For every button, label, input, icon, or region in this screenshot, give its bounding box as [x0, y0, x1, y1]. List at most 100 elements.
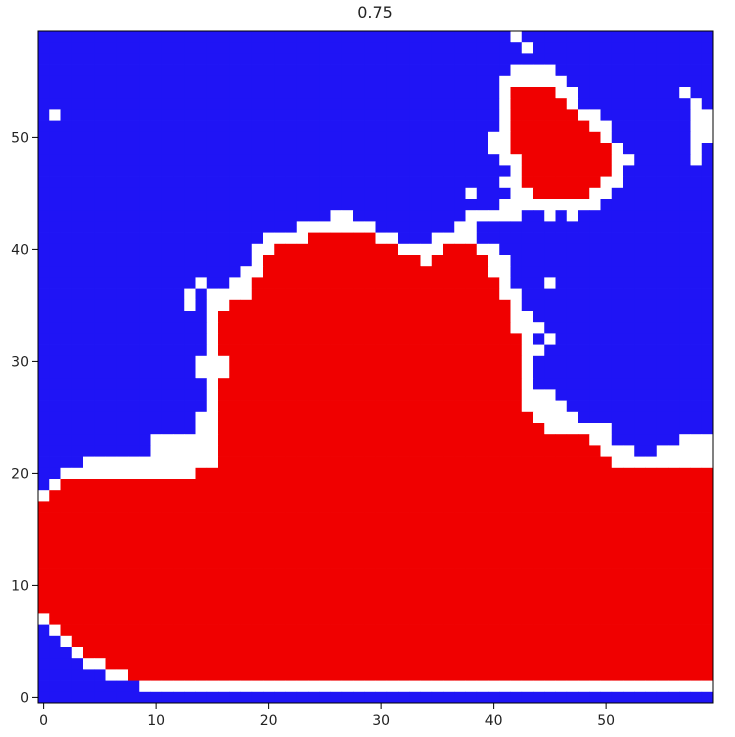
- heatmap-cell: [94, 131, 106, 144]
- heatmap-cell: [521, 579, 534, 592]
- heatmap-cell: [38, 232, 50, 245]
- heatmap-cell: [319, 568, 331, 581]
- heatmap-cell: [49, 53, 61, 65]
- heatmap-cell: [555, 512, 568, 525]
- heatmap-cell: [296, 535, 309, 547]
- heatmap-cell: [206, 109, 219, 121]
- heatmap-cell: [240, 75, 253, 88]
- heatmap-cell: [420, 75, 433, 88]
- heatmap-cell: [319, 154, 331, 166]
- heatmap-cell: [330, 344, 343, 357]
- heatmap-cell: [94, 501, 106, 513]
- heatmap-cell: [195, 557, 208, 569]
- heatmap-cell: [431, 512, 444, 525]
- heatmap-cell: [330, 411, 343, 424]
- heatmap-cell: [420, 467, 433, 480]
- heatmap-cell: [521, 501, 534, 513]
- heatmap-cell: [521, 288, 534, 301]
- heatmap-cell: [94, 266, 106, 278]
- heatmap-cell: [499, 31, 511, 43]
- heatmap-cell: [454, 355, 466, 368]
- heatmap-cell: [49, 288, 61, 301]
- heatmap-cell: [229, 591, 241, 603]
- heatmap-cell: [38, 87, 50, 99]
- heatmap-cell: [589, 187, 601, 200]
- heatmap-cell: [319, 109, 331, 121]
- heatmap-cell: [263, 266, 275, 278]
- x-tick-label: 30: [372, 713, 390, 729]
- heatmap-cell: [420, 210, 433, 222]
- y-tick-label: 40: [11, 242, 29, 258]
- heatmap-cell: [173, 434, 185, 446]
- heatmap-cell: [386, 266, 399, 278]
- heatmap-cell: [578, 75, 590, 88]
- heatmap-cell: [38, 501, 50, 513]
- heatmap-cell: [668, 624, 680, 637]
- heatmap-cell: [364, 658, 376, 670]
- heatmap-cell: [409, 165, 421, 177]
- heatmap-cell: [544, 557, 556, 569]
- heatmap-cell: [566, 255, 579, 267]
- heatmap-cell: [476, 255, 489, 267]
- heatmap-cell: [173, 42, 185, 54]
- heatmap-cell: [499, 143, 511, 155]
- heatmap-cell: [533, 53, 545, 65]
- heatmap-cell: [701, 87, 714, 99]
- heatmap-cell: [521, 42, 534, 54]
- heatmap-cell: [285, 411, 298, 424]
- heatmap-cell: [409, 411, 421, 424]
- heatmap-cell: [83, 367, 95, 379]
- heatmap-cell: [578, 322, 590, 334]
- heatmap-cell: [161, 176, 174, 189]
- heatmap-cell: [454, 423, 466, 435]
- heatmap-cell: [555, 624, 568, 637]
- heatmap-cell: [521, 647, 534, 659]
- heatmap-cell: [398, 557, 410, 569]
- heatmap-cell: [656, 591, 669, 603]
- heatmap-cell: [634, 647, 646, 659]
- heatmap-cell: [150, 523, 163, 536]
- heatmap-cell: [454, 411, 466, 424]
- heatmap-cell: [105, 423, 118, 435]
- heatmap-cell: [161, 523, 174, 536]
- heatmap-cell: [206, 210, 219, 222]
- heatmap-cell: [645, 602, 658, 614]
- heatmap-cell: [544, 680, 556, 693]
- heatmap-cell: [195, 64, 208, 77]
- heatmap-cell: [679, 535, 691, 547]
- heatmap-cell: [330, 512, 343, 525]
- heatmap-cell: [701, 411, 714, 424]
- heatmap-cell: [341, 579, 354, 592]
- heatmap-cell: [589, 501, 601, 513]
- heatmap-cell: [94, 423, 106, 435]
- heatmap-cell: [555, 467, 568, 480]
- heatmap-cell: [386, 176, 399, 189]
- heatmap-cell: [701, 624, 714, 637]
- heatmap-cell: [353, 120, 365, 133]
- heatmap-cell: [60, 624, 73, 637]
- heatmap-cell: [38, 456, 50, 469]
- heatmap-cell: [116, 669, 129, 681]
- heatmap-cell: [499, 557, 511, 569]
- heatmap-cell: [533, 613, 545, 625]
- heatmap-cell: [465, 277, 478, 289]
- heatmap-cell: [443, 467, 455, 480]
- heatmap-cell: [71, 591, 84, 603]
- heatmap-cell: [94, 87, 106, 99]
- heatmap-cell: [420, 87, 433, 99]
- heatmap-cell: [566, 423, 579, 435]
- heatmap-cell: [454, 143, 466, 155]
- heatmap-cell: [533, 277, 545, 289]
- heatmap-cell: [71, 210, 84, 222]
- heatmap-cell: [308, 42, 320, 54]
- heatmap-cell: [566, 322, 579, 334]
- heatmap-cell: [533, 154, 545, 166]
- heatmap-cell: [398, 42, 410, 54]
- heatmap-cell: [240, 87, 253, 99]
- heatmap-cell: [139, 333, 151, 345]
- heatmap-cell: [319, 277, 331, 289]
- heatmap-cell: [319, 501, 331, 513]
- heatmap-cell: [206, 512, 219, 525]
- heatmap-cell: [319, 456, 331, 469]
- heatmap-cell: [60, 266, 73, 278]
